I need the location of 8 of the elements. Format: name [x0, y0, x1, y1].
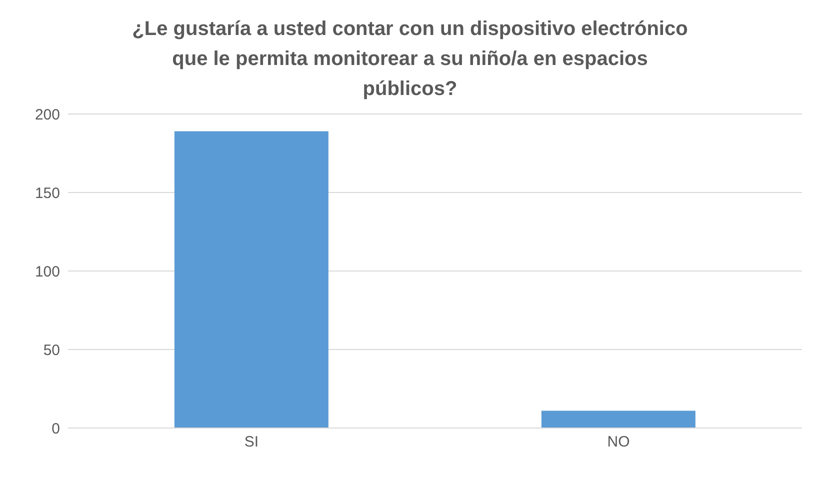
y-tick-label: 200 — [34, 106, 60, 124]
y-tick-label: 100 — [34, 263, 60, 280]
x-tick-label: SI — [244, 434, 259, 451]
y-tick-label: 0 — [52, 420, 60, 438]
chart-title: ¿Le gustaría a usted contar con un dispositivo electrónico que le permita monitorear a su niño/a en espacios públicos? — [131, 17, 689, 102]
y-tick-label: 150 — [34, 184, 60, 202]
x-tick-label: NO — [607, 434, 630, 451]
y-tick-label: 50 — [43, 342, 60, 359]
